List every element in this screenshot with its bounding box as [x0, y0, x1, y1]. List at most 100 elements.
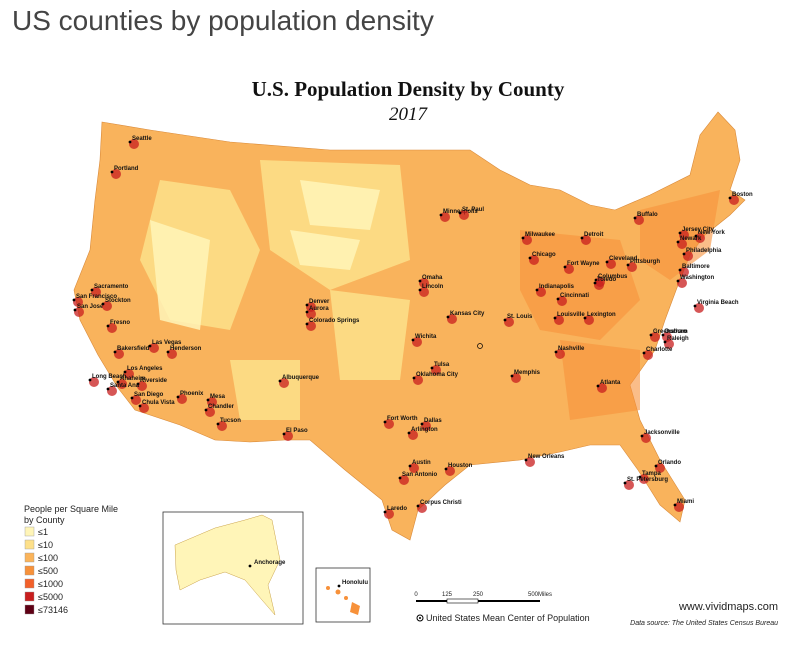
city-dot: [676, 240, 680, 244]
city-dot: [305, 322, 309, 326]
page-title: US counties by population density: [12, 5, 434, 36]
city-label: New Orleans: [528, 454, 565, 460]
city-dot: [73, 308, 77, 312]
city-label: Phoenix: [180, 391, 204, 397]
city-label: Cincinnati: [560, 293, 589, 299]
legend-label: ≤1000: [38, 579, 63, 589]
city-dot: [673, 503, 677, 507]
city-dot: [554, 350, 558, 354]
city-dot: [90, 288, 94, 292]
city-label: Fort Worth: [387, 416, 418, 422]
city-label: Tucson: [220, 418, 241, 424]
city-halo: [634, 215, 644, 225]
city-dot: [596, 384, 600, 388]
city-halo: [664, 339, 674, 349]
city-dot: [623, 481, 627, 485]
center-symbol-dot: [419, 617, 421, 619]
city-label: Jersey City: [682, 227, 715, 233]
city-halo: [627, 262, 637, 272]
city-label: Orlando: [658, 460, 681, 466]
city-dot: [580, 236, 584, 240]
city-label: Anaheim: [120, 376, 145, 382]
city-label: Baltimore: [682, 264, 710, 270]
legend-swatch: [24, 578, 35, 589]
city-halo: [408, 430, 418, 440]
city-dot: [583, 316, 587, 320]
city-dot: [678, 231, 682, 235]
city-label: Greensboro: [653, 329, 687, 335]
city-halo: [137, 381, 147, 391]
city-label: New York: [698, 230, 725, 236]
city-halo: [555, 349, 565, 359]
city-dot: [633, 216, 637, 220]
city-dot: [418, 288, 422, 292]
city-dot: [136, 382, 140, 386]
city-label: Nashville: [558, 346, 585, 352]
city-dot: [282, 432, 286, 436]
city-halo: [683, 251, 693, 261]
city-label: Washington: [680, 275, 714, 281]
city-dot: [420, 422, 424, 426]
city-halo: [694, 303, 704, 313]
city-dot: [416, 504, 420, 508]
city-dot: [106, 324, 110, 328]
city-halo: [639, 474, 649, 484]
city-halo: [522, 235, 532, 245]
city-halo: [679, 267, 689, 277]
legend-label: ≤1: [38, 527, 48, 537]
city-dot: [661, 333, 665, 337]
city-dot: [412, 376, 416, 380]
legend-title: by County: [24, 515, 65, 525]
city-halo: [674, 502, 684, 512]
city-dot: [605, 260, 609, 264]
city-halo: [217, 421, 227, 431]
city-dot: [113, 350, 117, 354]
scale-bar-segment: [446, 598, 479, 604]
city-halo: [111, 169, 121, 179]
legend-title: People per Square Mile: [24, 504, 118, 514]
city-halo: [679, 230, 689, 240]
city-halo: [624, 480, 634, 490]
center-note: United States Mean Center of Population: [426, 613, 590, 623]
city-dot: [383, 420, 387, 424]
city-label: Portland: [114, 166, 139, 172]
city-dot: [678, 268, 682, 272]
city-halo: [459, 210, 469, 220]
city-label: Stockton: [105, 298, 131, 304]
legend-swatch: [24, 552, 35, 563]
city-halo: [557, 296, 567, 306]
city-dot: [106, 387, 110, 391]
city-halo: [413, 375, 423, 385]
city-dot: [138, 404, 142, 408]
city-label: Houston: [448, 463, 473, 469]
city-halo: [149, 343, 159, 353]
city-dot: [563, 265, 567, 269]
city-label: Long Beach: [92, 374, 127, 380]
city-dot: [649, 333, 653, 337]
city-halo: [279, 378, 289, 388]
city-label: Albuquerque: [282, 375, 320, 381]
city-label: Jacksonville: [644, 430, 680, 436]
city-halo: [655, 463, 665, 473]
city-halo: [695, 233, 705, 243]
city-label: Los Angeles: [127, 366, 163, 372]
city-label: Arlington: [411, 427, 438, 433]
city-dot: [528, 256, 532, 260]
center-of-population: [477, 343, 483, 349]
city-label: Lexington: [587, 312, 616, 318]
city-dot: [510, 374, 514, 378]
city-dot: [110, 170, 114, 174]
city-label: Durham: [665, 329, 688, 335]
city-dot: [444, 467, 448, 471]
city-halo: [107, 386, 117, 396]
city-dot: [130, 396, 134, 400]
city-dot: [216, 422, 220, 426]
city-dot: [535, 288, 539, 292]
city-halo: [564, 264, 574, 274]
scale-label: 250: [473, 592, 484, 598]
city-halo: [529, 255, 539, 265]
city-label: Tampa: [642, 471, 662, 477]
city-label: San Diego: [134, 392, 164, 398]
legend-swatch: [24, 604, 35, 615]
